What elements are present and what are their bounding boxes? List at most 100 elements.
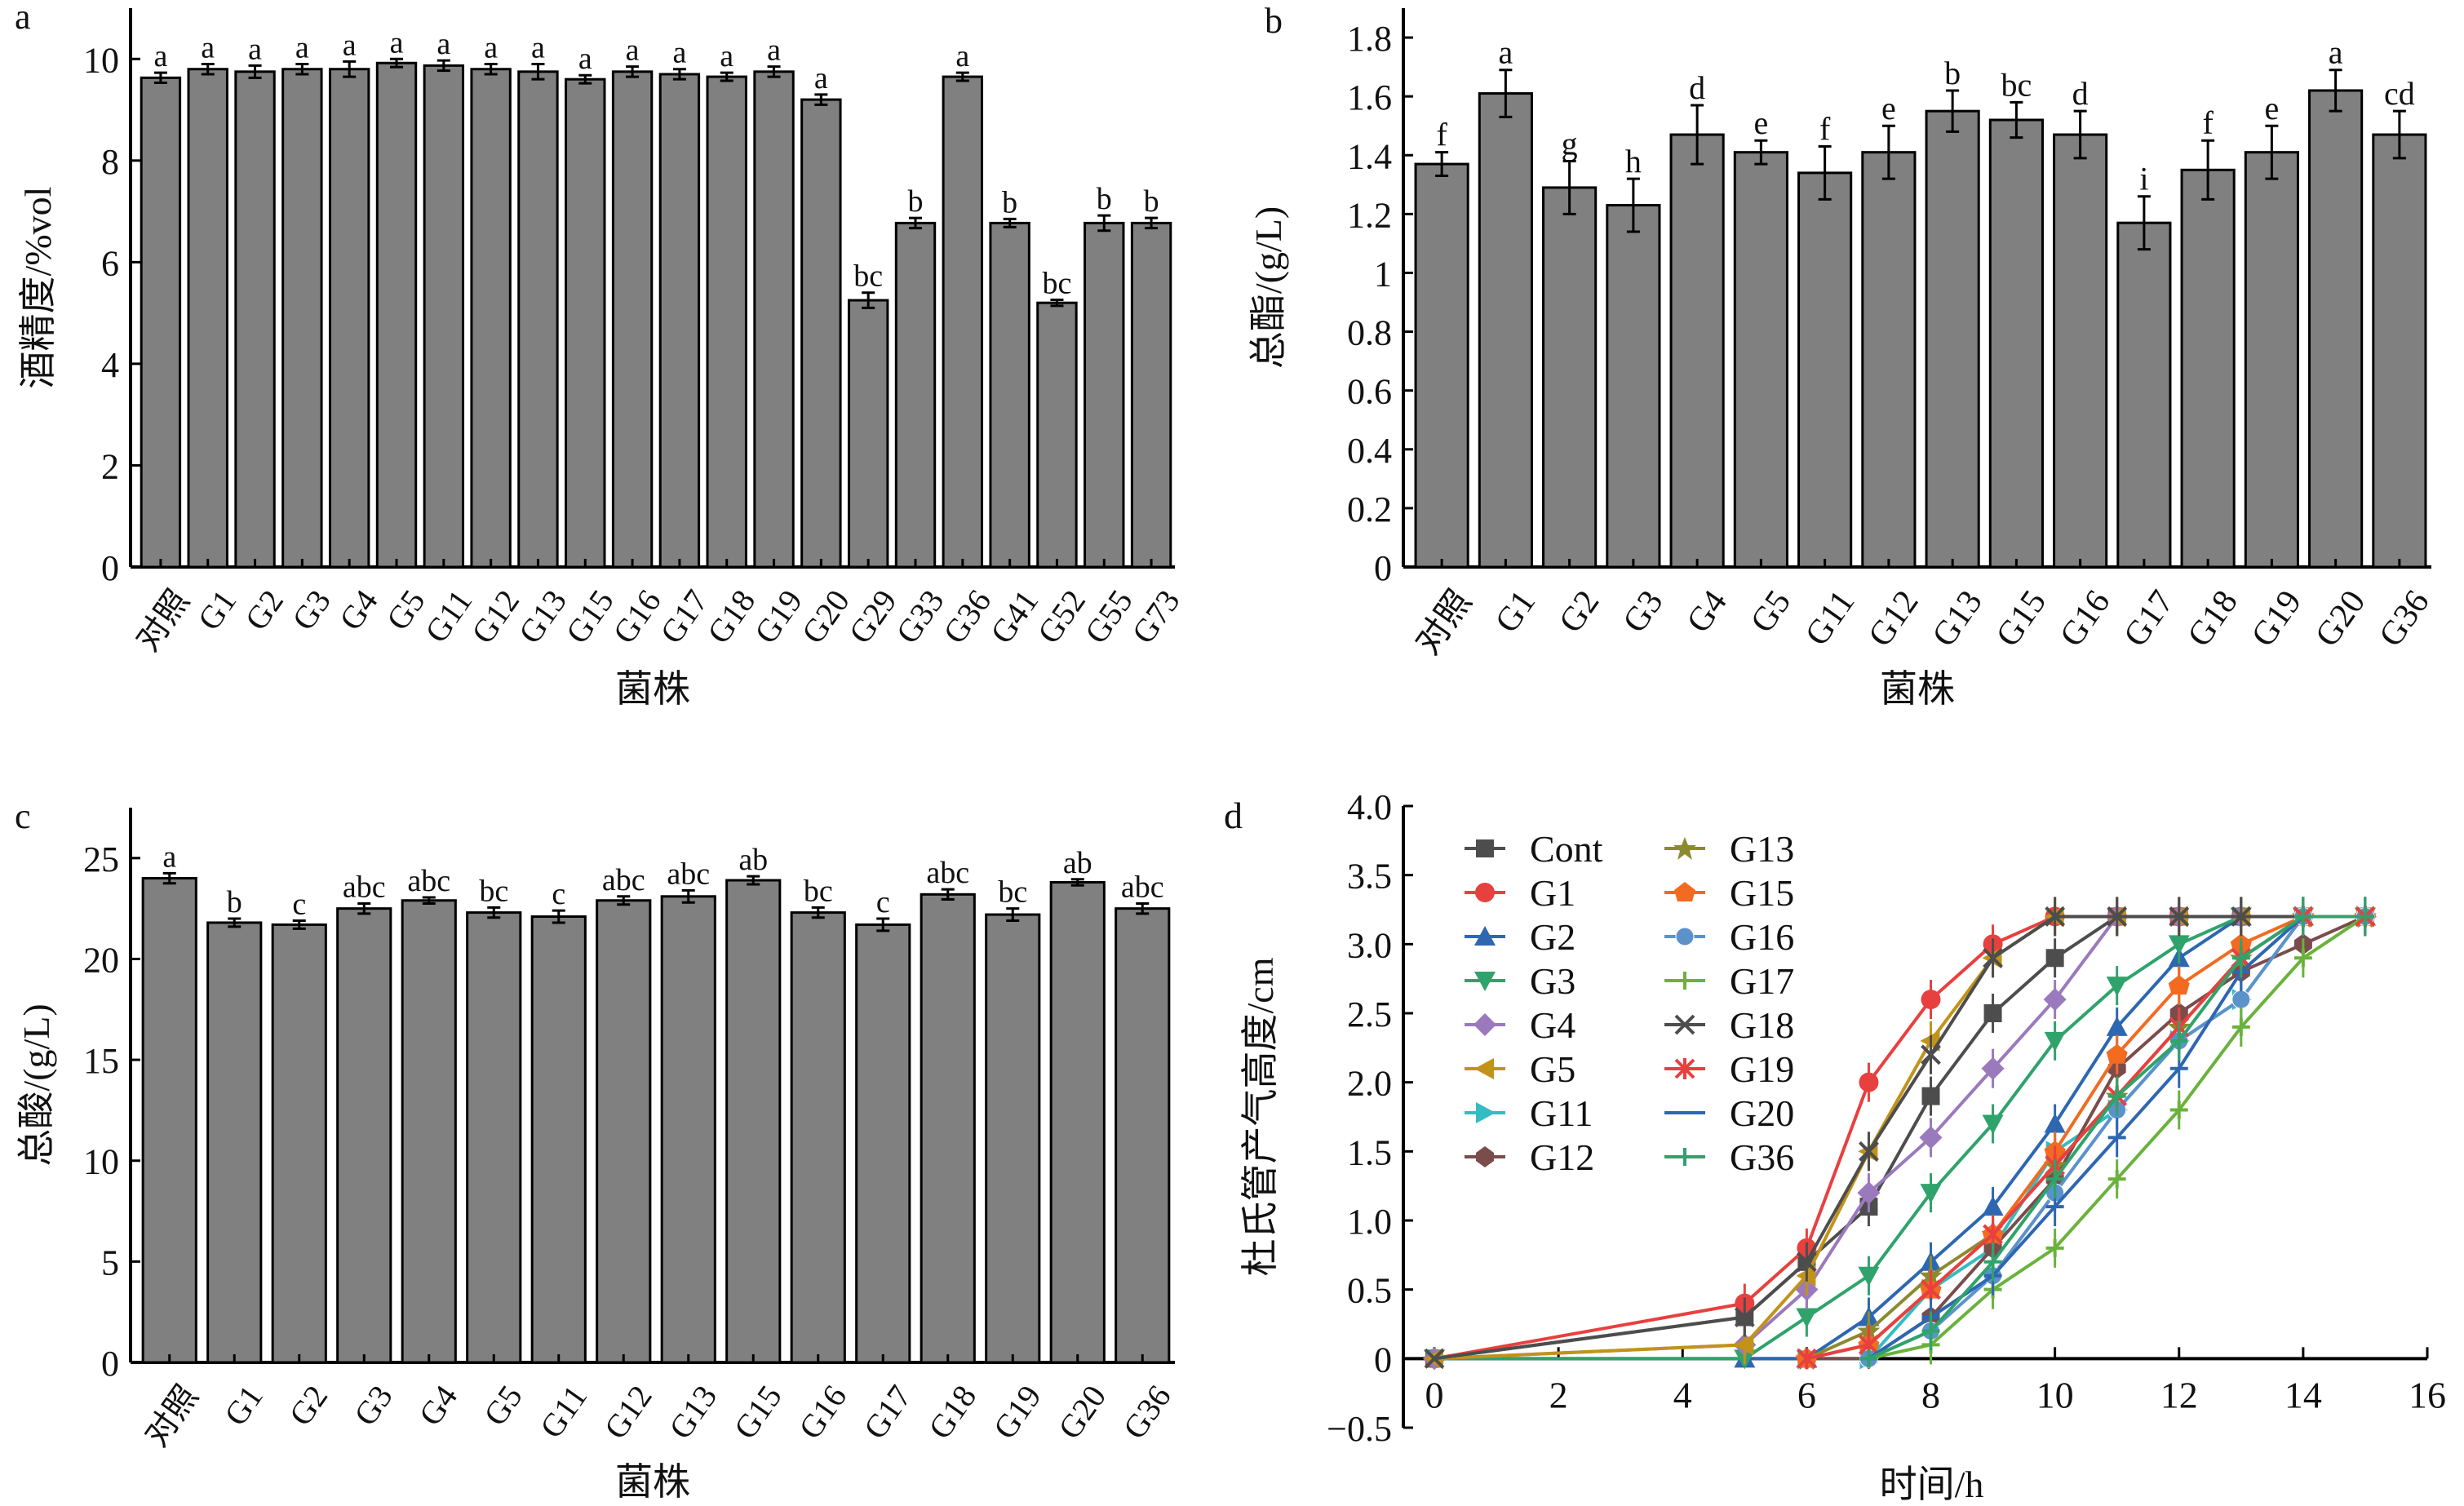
x-tick-label: G1 <box>1488 584 1543 640</box>
significance-label: a <box>531 31 545 65</box>
y-tick-label: 6 <box>101 243 119 283</box>
bar <box>660 895 716 1364</box>
marker-triangle-down <box>1920 1184 1942 1204</box>
marker-x <box>1424 1348 1445 1369</box>
marker-plus <box>2107 1087 2126 1105</box>
y-tick-label: 8 <box>101 142 119 182</box>
x-tick-label: G17 <box>856 1379 918 1446</box>
bar <box>894 221 937 569</box>
x-tick-label: G1 <box>190 583 243 637</box>
bar <box>530 915 587 1364</box>
marker-plus <box>1921 1322 1940 1340</box>
x-tick-label: G11 <box>1798 584 1862 653</box>
legend-label: G11 <box>1530 1092 1593 1134</box>
marker-x <box>1921 1044 1941 1065</box>
legend-label: G20 <box>1730 1092 1794 1134</box>
marker-plus <box>2107 1170 2126 1189</box>
x-tick-label: G18 <box>700 583 762 650</box>
bar <box>1478 92 1533 569</box>
x-tick-label: G15 <box>1989 584 2054 654</box>
y-tick-label: 1.6 <box>1347 78 1392 117</box>
marker-plus <box>1983 1252 2002 1271</box>
x-tick-label: 对照 <box>1409 584 1479 662</box>
significance-label: a <box>1498 34 1513 71</box>
marker-asterisk <box>1921 1278 1941 1300</box>
marker-sphere <box>1675 927 1695 946</box>
y-tick-label: 0.8 <box>1347 313 1392 353</box>
x-axis-title: 菌株 <box>1880 668 1955 710</box>
significance-label: bc <box>998 875 1027 910</box>
significance-label: h <box>1625 143 1642 179</box>
x-tick-label: G33 <box>889 583 951 650</box>
x-tick-label: G36 <box>936 583 998 650</box>
significance-label: f <box>1436 117 1447 153</box>
x-tick-label: G55 <box>1077 583 1139 650</box>
marker-asterisk <box>1983 1223 2003 1245</box>
significance-label: a <box>201 31 215 65</box>
significance-label: abc <box>1121 870 1164 904</box>
bar <box>271 923 327 1364</box>
significance-label: c <box>876 885 890 919</box>
legend-label: G1 <box>1530 872 1575 914</box>
bar <box>375 61 418 569</box>
x-tick-label: G16 <box>791 1379 853 1446</box>
bar <box>1542 186 1598 569</box>
x-tick-label: G16 <box>605 583 667 650</box>
x-tick-label: G3 <box>347 1379 400 1433</box>
y-axis-title: 杜氏管产气高度/cm <box>1239 957 1281 1276</box>
marker-hexagon <box>1476 1146 1494 1167</box>
x-tick-label: G2 <box>1552 584 1606 640</box>
bar <box>234 70 276 569</box>
significance-label: a <box>343 28 357 62</box>
significance-label: a <box>248 32 262 66</box>
x-tick-label: G5 <box>476 1379 530 1433</box>
legend-label: G3 <box>1530 960 1575 1002</box>
marker-triangle-right <box>1476 1102 1496 1123</box>
significance-label: cd <box>2384 75 2415 112</box>
bar <box>281 68 323 569</box>
bar <box>1606 204 1661 569</box>
x-tick-label: G12 <box>464 583 526 650</box>
significance-label: a <box>720 39 733 73</box>
bar <box>658 73 701 569</box>
y-tick-label: 1.2 <box>1347 195 1392 235</box>
x-tick-label: G19 <box>2245 584 2309 654</box>
marker-triangle-down <box>1858 1266 1880 1287</box>
marker-triangle-down <box>1474 972 1496 991</box>
series-g36 <box>1859 897 2374 1368</box>
significance-label: d <box>1689 69 1705 106</box>
y-tick-label: 0.2 <box>1347 489 1392 529</box>
y-tick-label: 10 <box>83 40 119 80</box>
marker-plus <box>2169 1101 2188 1119</box>
series-g13 <box>1795 897 2377 1371</box>
bar <box>1115 907 1171 1364</box>
legend-label: G5 <box>1530 1048 1575 1090</box>
legend-label: G15 <box>1730 872 1794 914</box>
bar <box>753 70 795 569</box>
marker-square <box>2045 949 2064 968</box>
y-tick-label: 4 <box>101 345 119 385</box>
bar <box>2053 133 2108 569</box>
bar <box>1669 133 1725 569</box>
significance-label: i <box>2139 161 2148 197</box>
significance-label: abc <box>926 856 969 890</box>
x-tick-label: G4 <box>1680 584 1735 640</box>
marker-circle <box>1475 883 1495 902</box>
bar <box>985 913 1041 1364</box>
x-tick-label: G3 <box>1615 584 1670 640</box>
y-tick-label: 0 <box>1374 1340 1392 1380</box>
marker-triangle-left <box>1734 1334 1754 1356</box>
marker-plus <box>2231 1017 2250 1036</box>
y-tick-label: 5 <box>101 1242 119 1282</box>
x-tick-label: G20 <box>2308 584 2373 654</box>
significance-label: e <box>2264 90 2279 126</box>
legend-label: G17 <box>1730 960 1794 1002</box>
panel-b-total-ester-chart: b 0 0.2 0.4 0.6 0.8 1 1.2 1.4 1.6 1.8 f 对照 a G1 g G2 h G3 d… <box>1248 1 2437 710</box>
bar <box>706 75 747 569</box>
bar <box>140 76 182 569</box>
x-tick-label: G41 <box>983 583 1045 650</box>
marker-asterisk <box>1796 1348 1817 1370</box>
marker-pentagon <box>2168 975 2190 995</box>
marker-square <box>1921 1087 1940 1105</box>
